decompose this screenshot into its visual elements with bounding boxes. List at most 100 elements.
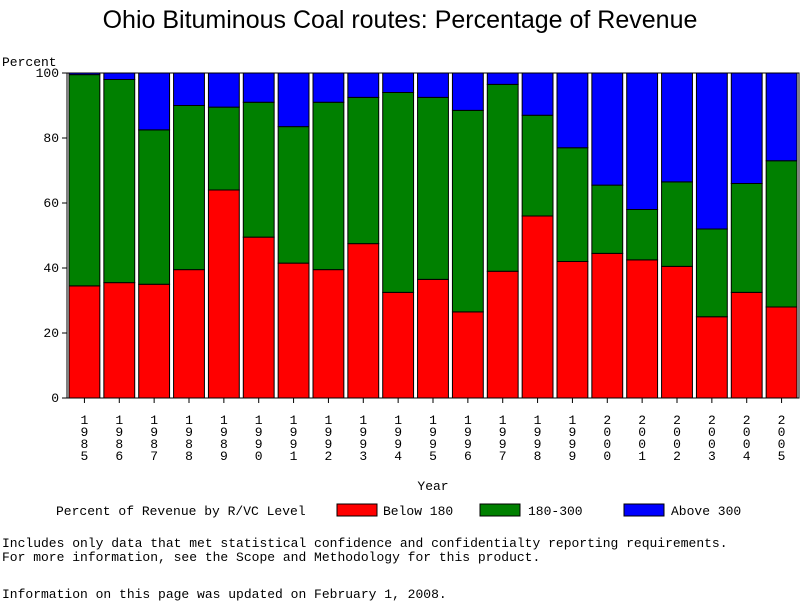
legend-swatch-above-300 (623, 503, 665, 517)
x-axis-label: Year (417, 479, 448, 494)
bar-segment-2004-180-300 (730, 183, 763, 293)
bar-segment-1986-above-300 (103, 72, 136, 80)
bar-segment-1997-180-300 (486, 83, 519, 272)
update-notice: Information on this page was updated on … (2, 587, 447, 602)
bar-segment-1988-below-180 (173, 269, 205, 399)
bar-segment-1986-below-180 (103, 282, 136, 399)
bar-segment-1995-below-180 (417, 278, 449, 399)
bar-segment-1995-above-300 (417, 72, 449, 98)
bar-segment-1998-below-180 (521, 215, 554, 399)
bar-segment-2005-180-300 (765, 160, 798, 308)
bar-segment-1988-180-300 (173, 105, 205, 271)
bar-segment-1986-180-300 (103, 79, 136, 284)
bar-segment-1995-180-300 (417, 96, 449, 280)
bar-segment-1999-above-300 (556, 72, 589, 149)
bar-segment-1991-180-300 (277, 126, 310, 264)
bar-segment-1997-below-180 (486, 270, 519, 399)
bar-segment-1987-below-180 (138, 283, 171, 399)
bars-group (68, 72, 798, 399)
bar-segment-2000-180-300 (591, 184, 624, 254)
bar-segment-1998-above-300 (521, 72, 554, 116)
legend-title: Percent of Revenue by R/VC Level (56, 504, 306, 519)
footnote: Includes only data that met statistical … (2, 537, 728, 565)
axes-group: 0 20 40 60 80 100 1 9 8 5 1 9 8 6 1 9 8 7 1 9 8 8 1 9 8 9 1 9 9 0 1 9 9 1… (36, 66, 800, 464)
bar-segment-1990-above-300 (242, 72, 275, 103)
bar-segment-2002-180-300 (661, 181, 693, 267)
legend-label-180-300: 180-300 (528, 504, 583, 519)
bar-segment-1994-above-300 (382, 72, 415, 93)
bar-segment-1996-below-180 (451, 311, 484, 399)
bar-segment-1991-below-180 (277, 262, 310, 399)
bar-segment-2003-180-300 (695, 228, 728, 318)
bar-segment-1992-180-300 (312, 101, 345, 271)
y-tick-label-40: 40 (43, 261, 59, 276)
bar-segment-2005-above-300 (765, 72, 798, 162)
bar-segment-1985-below-180 (68, 285, 101, 399)
y-tick-label-100: 100 (36, 66, 59, 81)
legend: Percent of Revenue by R/VC Level Below 1… (56, 503, 741, 519)
bar-segment-1997-above-300 (486, 72, 519, 85)
bar-segment-1993-below-180 (347, 243, 380, 399)
chart-title: Ohio Bituminous Coal routes: Percentage … (102, 6, 698, 34)
bar-segment-1988-above-300 (173, 72, 205, 106)
bar-segment-1990-180-300 (242, 101, 275, 238)
bar-segment-1989-above-300 (207, 72, 240, 108)
bar-segment-1992-above-300 (312, 72, 345, 103)
bar-segment-2003-below-180 (695, 316, 728, 399)
y-tick-label-20: 20 (43, 326, 59, 341)
y-axis-label: Percent (2, 55, 57, 70)
bar-segment-1999-below-180 (556, 261, 589, 399)
legend-label-above-300: Above 300 (671, 504, 741, 519)
y-tick-label-60: 60 (43, 196, 59, 211)
bar-segment-2002-above-300 (661, 72, 693, 183)
legend-swatch-180-300 (479, 503, 521, 517)
bar-segment-1990-below-180 (242, 236, 275, 399)
bar-segment-1989-below-180 (207, 189, 240, 399)
bar-segment-2000-above-300 (591, 72, 624, 186)
footnote-line-2: For more information, see the Scope and … (2, 550, 541, 565)
bar-segment-2002-below-180 (661, 265, 693, 399)
bar-segment-2001-180-300 (626, 209, 659, 261)
y-tick-label-80: 80 (43, 131, 59, 146)
bar-segment-1993-above-300 (347, 72, 380, 98)
bar-segment-1989-180-300 (207, 106, 240, 191)
bar-segment-1985-180-300 (68, 74, 101, 287)
bar-segment-2000-below-180 (591, 252, 624, 399)
bar-segment-1999-180-300 (556, 147, 589, 262)
bar-segment-1992-below-180 (312, 269, 345, 399)
bar-segment-1996-above-300 (451, 72, 484, 111)
bar-segment-1994-180-300 (382, 92, 415, 293)
legend-swatch-below-180 (336, 503, 378, 517)
bar-segment-1987-180-300 (138, 129, 171, 285)
bar-segment-2005-below-180 (765, 306, 798, 399)
bar-segment-2004-above-300 (730, 72, 763, 184)
bar-segment-2003-above-300 (695, 72, 728, 230)
bar-segment-1993-180-300 (347, 96, 380, 245)
bar-segment-2004-below-180 (730, 291, 763, 399)
legend-label-below-180: Below 180 (383, 504, 453, 519)
bar-segment-1991-above-300 (277, 72, 310, 128)
bar-segment-2001-below-180 (626, 259, 659, 399)
